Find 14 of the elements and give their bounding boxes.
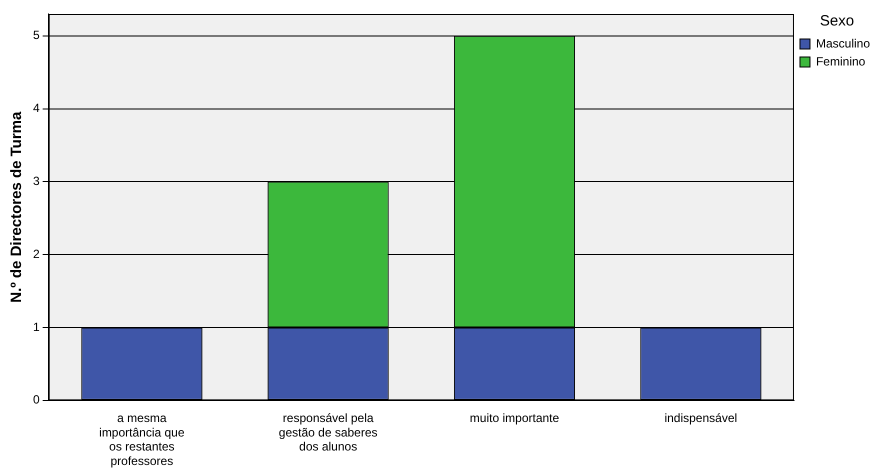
y-tick-label: 1 [32,320,40,334]
x-tick-label: a mesma importância que os restantes professores [99,410,185,468]
y-tick-label: 5 [32,28,40,42]
y-tick-label: 3 [32,174,40,188]
x-tick-label: indispensável [664,410,738,425]
y-tick-label: 4 [32,101,40,116]
x-tick-label: responsável pela gestão de saberes dos alunos [278,410,378,454]
legend-label: Masculino [816,36,870,50]
legend-label: Feminino [816,54,866,68]
x-tick-label: muito importante [470,410,560,425]
y-axis-title: N.º de Directores de Turma [8,111,26,303]
y-tick-label: 2 [32,246,40,261]
legend-title: Sexo [820,12,854,30]
y-tick-label: 0 [32,392,40,407]
